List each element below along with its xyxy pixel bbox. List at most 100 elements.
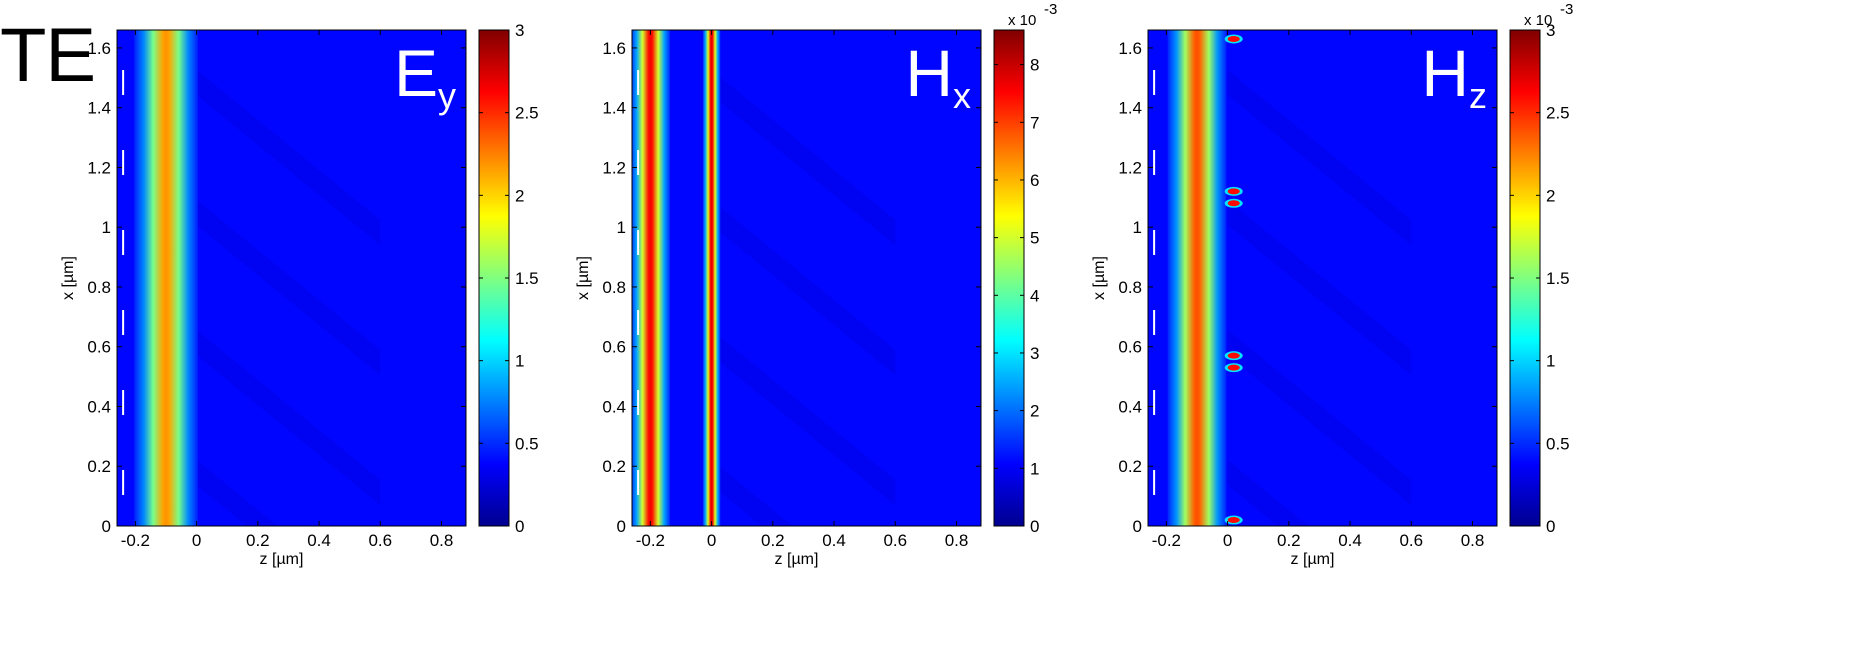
field-band bbox=[632, 30, 670, 526]
colorbar-tick-label: 4 bbox=[1030, 286, 1039, 305]
field-label-sub: y bbox=[438, 75, 456, 116]
y-tick-label: 1.6 bbox=[87, 39, 111, 58]
y-tick-label: 0.8 bbox=[602, 278, 626, 297]
x-tick-label: 0.4 bbox=[1338, 531, 1362, 550]
colorbar-tick-label: 1 bbox=[515, 352, 524, 371]
heatmap-panel-1: -0.2 0 0.2 0.4 0.6 0.8 0 0.2 0.4 0.6 0.8 1 1.2 1.4 1.6… bbox=[60, 21, 539, 568]
y-tick-label: 0.4 bbox=[1118, 397, 1142, 416]
x-axis-label: z [µm] bbox=[775, 551, 819, 568]
colorbar-exponent-power: -3 bbox=[1560, 1, 1573, 18]
y-tick-label: 1.6 bbox=[1118, 39, 1142, 58]
field-texture bbox=[196, 70, 381, 245]
y-tick-label: 0.2 bbox=[1118, 457, 1142, 476]
y-tick-label: 0.6 bbox=[87, 338, 111, 357]
field-texture bbox=[1227, 200, 1412, 375]
y-tick-label: 0.8 bbox=[87, 278, 111, 297]
x-tick-label: 0.4 bbox=[822, 531, 846, 550]
plot-frame bbox=[631, 29, 982, 527]
y-tick-label: 1.4 bbox=[1118, 99, 1142, 118]
x-tick-label: 0.2 bbox=[761, 531, 785, 550]
hotspot bbox=[1227, 188, 1240, 195]
field-label-main: E bbox=[394, 36, 438, 110]
plot-frame bbox=[1147, 29, 1498, 527]
colorbar-exponent: x 10 bbox=[1008, 12, 1036, 29]
x-tick-label: 0.6 bbox=[368, 531, 392, 550]
figure-label: TE bbox=[0, 13, 96, 98]
field-band bbox=[134, 30, 198, 526]
y-tick-label: 0.8 bbox=[1118, 278, 1142, 297]
x-tick-label: 0.4 bbox=[307, 531, 331, 550]
x-tick-label: 0 bbox=[1223, 531, 1232, 550]
field-label: Hz bbox=[1421, 36, 1487, 116]
y-tick-label: 1.6 bbox=[602, 39, 626, 58]
colorbar-tick-label: 7 bbox=[1030, 113, 1039, 132]
x-tick-label: -0.2 bbox=[121, 531, 150, 550]
field-texture bbox=[1227, 330, 1412, 505]
field-texture bbox=[711, 200, 896, 375]
colorbar-tick-label: 0 bbox=[1546, 517, 1555, 536]
colorbar-tick-label: 0.5 bbox=[1546, 434, 1570, 453]
x-tick-label: 0.2 bbox=[1277, 531, 1301, 550]
field-map bbox=[632, 30, 896, 526]
field-texture bbox=[196, 200, 381, 375]
colorbar-tick-label: 5 bbox=[1030, 229, 1039, 248]
y-tick-label: 0.6 bbox=[602, 338, 626, 357]
y-tick-label: 1.4 bbox=[87, 99, 111, 118]
colorbar bbox=[993, 29, 1025, 527]
colorbar-tick-label: 2 bbox=[515, 186, 524, 205]
colorbar-tick-label: 3 bbox=[1030, 344, 1039, 363]
x-axis-label: z [µm] bbox=[1291, 551, 1335, 568]
plot-frame bbox=[116, 29, 467, 527]
y-tick-label: 0 bbox=[1133, 517, 1142, 536]
x-axis-label: z [µm] bbox=[260, 551, 304, 568]
x-tick-label: 0 bbox=[707, 531, 716, 550]
colorbar-tick-label: 0 bbox=[1030, 517, 1039, 536]
field-texture bbox=[1227, 460, 1309, 526]
x-tick-label: 0.6 bbox=[1399, 531, 1423, 550]
heatmap-panel-3: -0.2 0 0.2 0.4 0.6 0.8 0 0.2 0.4 0.6 0.8 1 1.2 1.4 1.6… bbox=[1091, 1, 1573, 568]
x-tick-label: 0.8 bbox=[430, 531, 454, 550]
y-tick-label: 0.4 bbox=[602, 397, 626, 416]
x-tick-label: 0 bbox=[192, 531, 201, 550]
field-texture bbox=[196, 460, 278, 526]
hotspot bbox=[1227, 364, 1240, 371]
colorbar-tick-label: 6 bbox=[1030, 171, 1039, 190]
colorbar-exponent-power: -3 bbox=[1044, 1, 1057, 18]
y-tick-label: 1.2 bbox=[1118, 158, 1142, 177]
hotspot bbox=[1227, 352, 1240, 359]
field-texture bbox=[711, 330, 896, 505]
field-band bbox=[702, 30, 721, 526]
y-tick-label: 0.4 bbox=[87, 397, 111, 416]
field-map bbox=[122, 30, 381, 526]
x-tick-label: 0.6 bbox=[883, 531, 907, 550]
colorbar-tick-label: 2 bbox=[1030, 402, 1039, 421]
colorbar-tick-label: 2 bbox=[1546, 186, 1555, 205]
y-tick-label: 1 bbox=[617, 218, 626, 237]
y-tick-label: 0 bbox=[617, 517, 626, 536]
y-axis-label: x [µm] bbox=[60, 256, 77, 300]
hotspot bbox=[1227, 35, 1240, 42]
heatmap-panel-2: -0.2 0 0.2 0.4 0.6 0.8 0 0.2 0.4 0.6 0.8 1 1.2 1.4 1.6… bbox=[575, 1, 1057, 568]
field-label-main: H bbox=[905, 36, 953, 110]
colorbar-tick-label: 1 bbox=[1030, 459, 1039, 478]
colorbar bbox=[478, 29, 510, 527]
field-label-sub: x bbox=[953, 75, 971, 116]
field-label-main: H bbox=[1421, 36, 1469, 110]
colorbar-tick-label: 1.5 bbox=[1546, 269, 1570, 288]
hotspot bbox=[1227, 200, 1240, 207]
x-tick-label: 0.8 bbox=[1461, 531, 1485, 550]
x-tick-label: -0.2 bbox=[1152, 531, 1181, 550]
field-label: Hx bbox=[905, 36, 971, 116]
y-tick-label: 1 bbox=[1133, 218, 1142, 237]
x-tick-label: -0.2 bbox=[636, 531, 665, 550]
colorbar-tick-label: 1.5 bbox=[515, 269, 539, 288]
colorbar-tick-label: 8 bbox=[1030, 56, 1039, 75]
field-label-sub: z bbox=[1469, 75, 1487, 116]
colorbar-tick-label: 3 bbox=[515, 21, 524, 40]
y-tick-label: 0 bbox=[102, 517, 111, 536]
field-texture bbox=[1227, 70, 1412, 245]
field-texture bbox=[711, 460, 793, 526]
colorbar bbox=[1509, 29, 1541, 527]
y-tick-label: 1.4 bbox=[602, 99, 626, 118]
